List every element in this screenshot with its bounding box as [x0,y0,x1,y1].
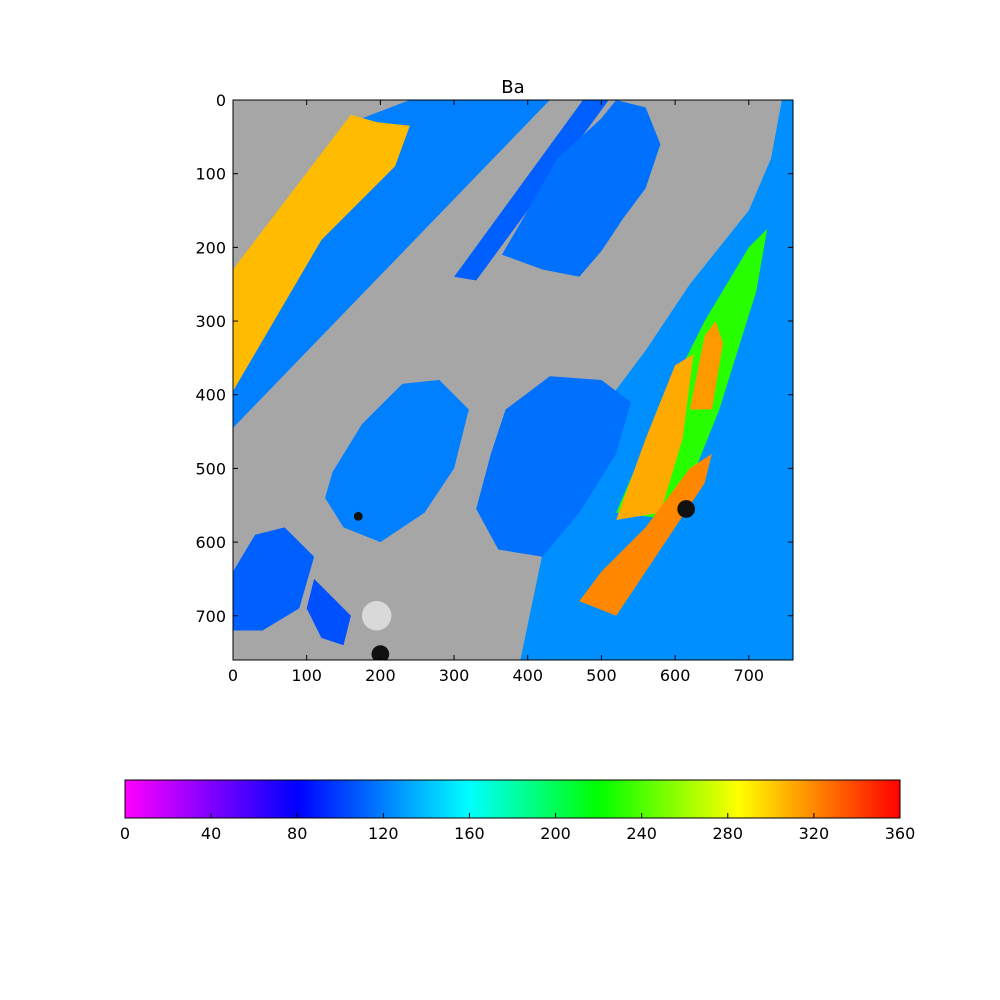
x-tick-label: 400 [512,666,543,685]
heatmap-region-7 [689,321,723,410]
heatmap-region-11 [233,527,315,631]
colorbar-tick-label: 0 [120,824,130,843]
heatmap-region-12 [306,578,351,646]
y-tick-label: 200 [195,238,226,257]
y-tick-label: 300 [195,312,226,331]
colorbar-tick-label: 40 [201,824,221,843]
colorbar: 0 40 80 120 160 200 240 280 320 360 [120,779,915,843]
y-tick-label: 0 [216,91,226,110]
heatmap-region-8 [579,453,712,616]
x-tick-label: 200 [365,666,396,685]
colorbar-tick-label: 80 [287,824,307,843]
plot-frame [232,99,794,661]
x-tick-label: 700 [734,666,765,685]
colorbar-tick-label: 160 [454,824,485,843]
y-tick-label: 400 [195,386,226,405]
dark-spot-0 [677,500,695,518]
colorbar-tick-label: 280 [713,824,744,843]
x-tick-label: 100 [291,666,322,685]
colorbar-gradient [124,779,901,819]
x-tick-label: 500 [586,666,617,685]
heatmap-region-10 [476,376,631,557]
heatmap-region-3 [501,100,661,277]
colorbar-tick-label: 360 [885,824,916,843]
heatmap-plot-area [232,99,794,661]
heatmap-region-4 [520,100,793,660]
heatmap-region-2 [454,100,609,281]
colorbar-tick-label: 200 [540,824,571,843]
x-axis: 0 100 200 300 400 500 600 700 [228,100,764,685]
y-tick-label: 700 [195,607,226,626]
colorbar-ticks: 0 40 80 120 160 200 240 280 320 360 [120,813,915,843]
chart-title: Ba [501,77,524,98]
colorbar-tick-label: 320 [799,824,830,843]
y-tick-label: 600 [195,533,226,552]
heatmap-regions [233,100,793,660]
y-tick-label: 100 [195,165,226,184]
heatmap-region-9 [325,380,469,543]
x-tick-label: 600 [660,666,691,685]
light-spot-0 [361,601,392,631]
dark-spot-1 [371,645,390,660]
heatmap-region-6 [616,354,694,520]
y-axis: 0 100 200 300 400 500 600 700 [195,91,793,626]
heatmap-region-1 [233,114,410,392]
dark-spot-2 [353,511,363,521]
x-tick-label: 300 [439,666,470,685]
colorbar-tick-label: 240 [626,824,657,843]
y-tick-label: 500 [195,459,226,478]
colorbar-tick-label: 120 [368,824,399,843]
x-tick-label: 0 [228,666,238,685]
